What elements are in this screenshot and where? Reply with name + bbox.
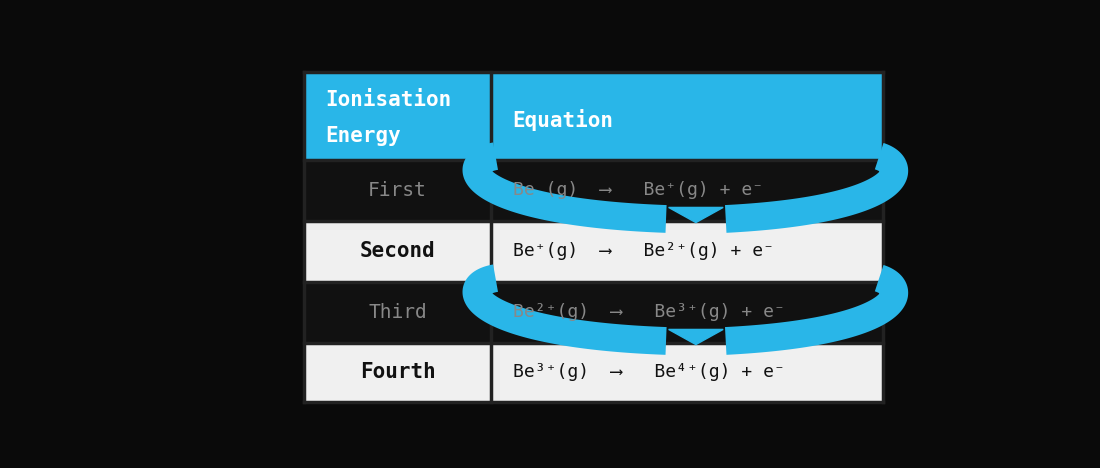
- Bar: [304, 73, 492, 160]
- Bar: [492, 282, 883, 343]
- Text: Energy: Energy: [326, 126, 400, 146]
- Text: Be⁺(g)  ⟶   Be²⁺(g) + e⁻: Be⁺(g) ⟶ Be²⁺(g) + e⁻: [513, 242, 773, 260]
- Polygon shape: [669, 207, 723, 223]
- Text: Be (g)  ⟶   Be⁺(g) + e⁻: Be (g) ⟶ Be⁺(g) + e⁻: [513, 181, 762, 199]
- Text: Be³⁺(g)  ⟶   Be⁴⁺(g) + e⁻: Be³⁺(g) ⟶ Be⁴⁺(g) + e⁻: [513, 364, 784, 381]
- Bar: [304, 282, 492, 343]
- Bar: [304, 160, 492, 221]
- Polygon shape: [669, 329, 723, 344]
- Text: Third: Third: [368, 303, 427, 322]
- Text: Ionisation: Ionisation: [326, 90, 451, 110]
- Bar: [492, 221, 883, 282]
- Text: Fourth: Fourth: [360, 362, 436, 382]
- Bar: [304, 343, 492, 402]
- Text: Second: Second: [360, 241, 436, 261]
- Text: Equation: Equation: [513, 109, 614, 131]
- Bar: [304, 221, 492, 282]
- Bar: [492, 160, 883, 221]
- Bar: [492, 343, 883, 402]
- Text: First: First: [368, 181, 427, 200]
- Bar: [492, 73, 883, 160]
- Text: Be²⁺(g)  ⟶   Be³⁺(g) + e⁻: Be²⁺(g) ⟶ Be³⁺(g) + e⁻: [513, 303, 784, 321]
